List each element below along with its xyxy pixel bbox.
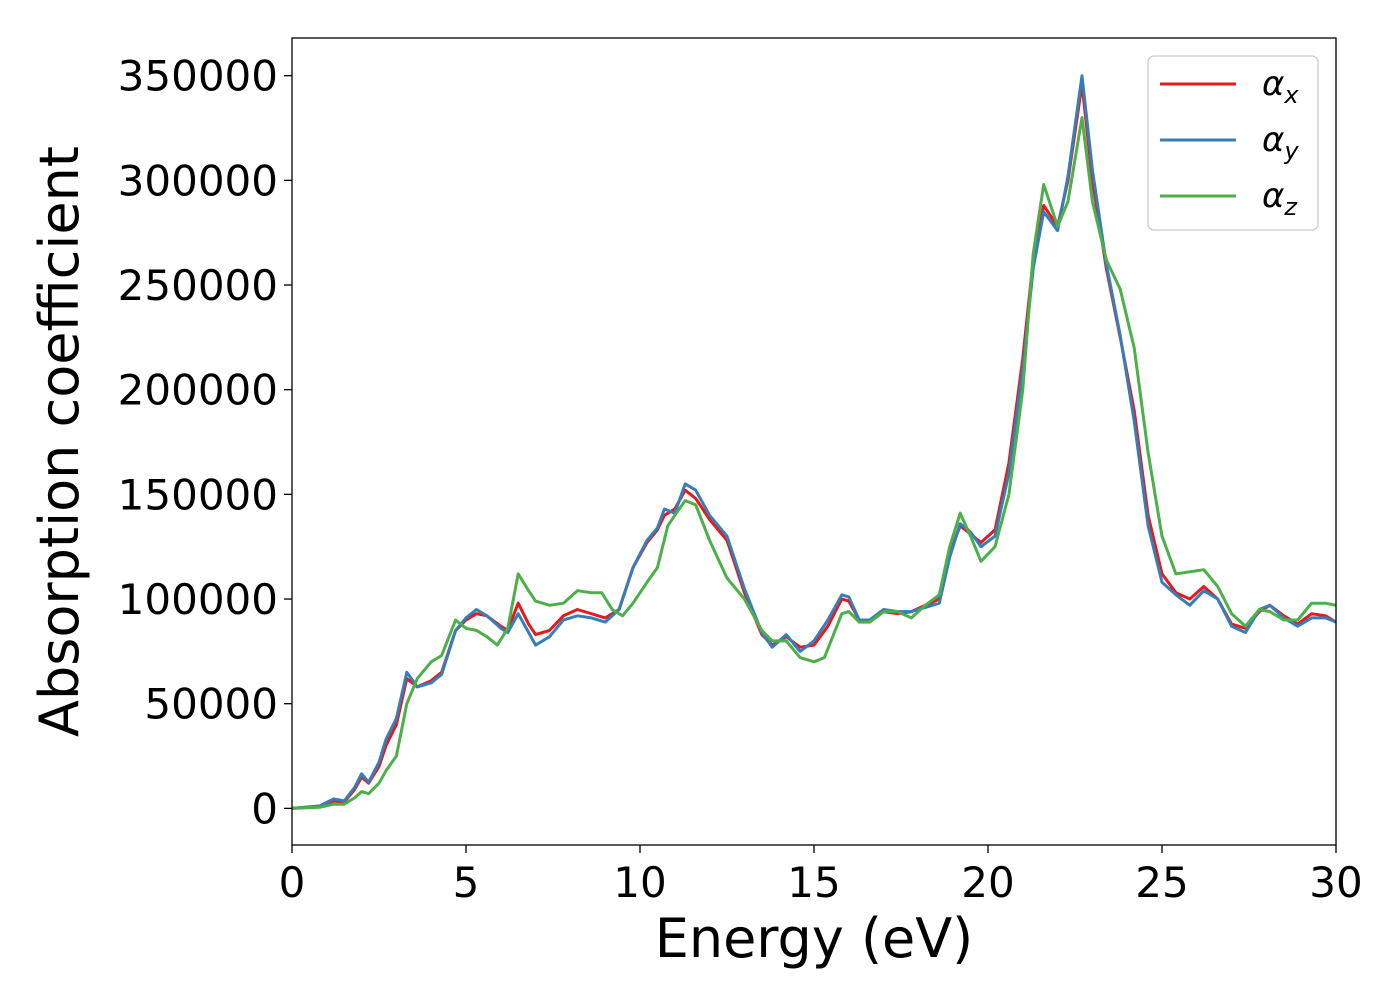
x-axis-label: Energy (eV) [655, 907, 974, 970]
x-tick-label: 10 [613, 858, 666, 907]
legend-label: αy [1262, 120, 1299, 165]
legend-label: αx [1262, 64, 1299, 109]
y-tick-label: 300000 [118, 156, 278, 205]
y-tick-label: 150000 [118, 470, 278, 519]
x-tick-label: 25 [1135, 858, 1188, 907]
legend-item-x: αx [1160, 64, 1299, 109]
x-tick-label: 5 [453, 858, 480, 907]
y-tick-label: 250000 [118, 261, 278, 310]
x-tick-label: 0 [279, 858, 306, 907]
y-tick-label: 50000 [144, 680, 278, 729]
y-tick-label: 100000 [118, 575, 278, 624]
y-tick-label: 0 [251, 784, 278, 833]
y-tick-label: 200000 [118, 366, 278, 415]
x-tick-label: 15 [787, 858, 840, 907]
legend-box [1147, 55, 1319, 231]
x-tick-label: 30 [1309, 858, 1362, 907]
legend-item-y: αy [1160, 120, 1299, 165]
series-line-y [292, 74, 1336, 810]
x-tick-label: 20 [961, 858, 1014, 907]
y-tick-label: 350000 [118, 52, 278, 101]
y-axis-label: Absorption coefficient [28, 146, 91, 737]
series-line-z [292, 116, 1336, 810]
axes: 0 5 10 15 20 25 30 0 50000 100000 150000 200000 2500… [118, 37, 1363, 907]
plot-area [292, 74, 1336, 810]
